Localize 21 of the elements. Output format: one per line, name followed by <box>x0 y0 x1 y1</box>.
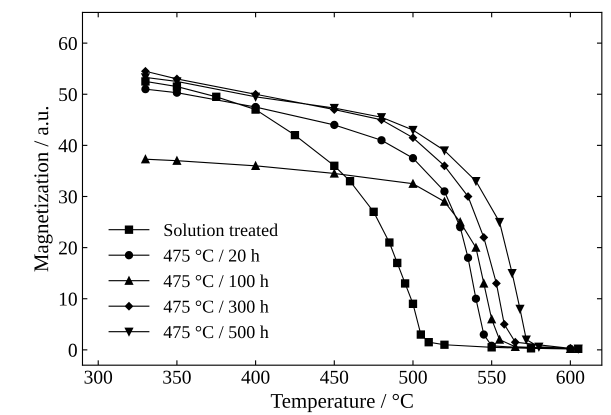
y-tick-label: 0 <box>68 344 77 357</box>
x-tick-label: 300 <box>84 370 112 384</box>
y-tick-label: 50 <box>59 88 77 102</box>
x-tick-label: 550 <box>478 370 506 384</box>
legend-label: 475 °C / 300 h <box>164 300 269 313</box>
x-tick-label: 450 <box>320 370 348 384</box>
legend-label: 475 °C / 20 h <box>164 248 260 262</box>
y-axis-title: Magnetization / a.u. <box>34 106 53 272</box>
y-tick-label: 10 <box>60 292 77 306</box>
y-tick-label: 60 <box>59 36 77 50</box>
x-axis-title: Temperature / °C <box>270 394 413 412</box>
x-tick-label: 350 <box>163 370 191 384</box>
x-tick-label: 500 <box>400 370 427 384</box>
y-tick-label: 30 <box>59 190 77 204</box>
legend-label: 475 °C / 100 h <box>164 274 269 288</box>
x-tick-label: 400 <box>241 370 270 384</box>
legend-label: 475 °C / 500 h <box>164 326 269 338</box>
legend-label: Solution treated <box>164 223 278 236</box>
y-tick-label: 20 <box>59 241 77 255</box>
x-tick-label: 600 <box>556 370 584 384</box>
y-tick-label: 40 <box>58 139 77 152</box>
